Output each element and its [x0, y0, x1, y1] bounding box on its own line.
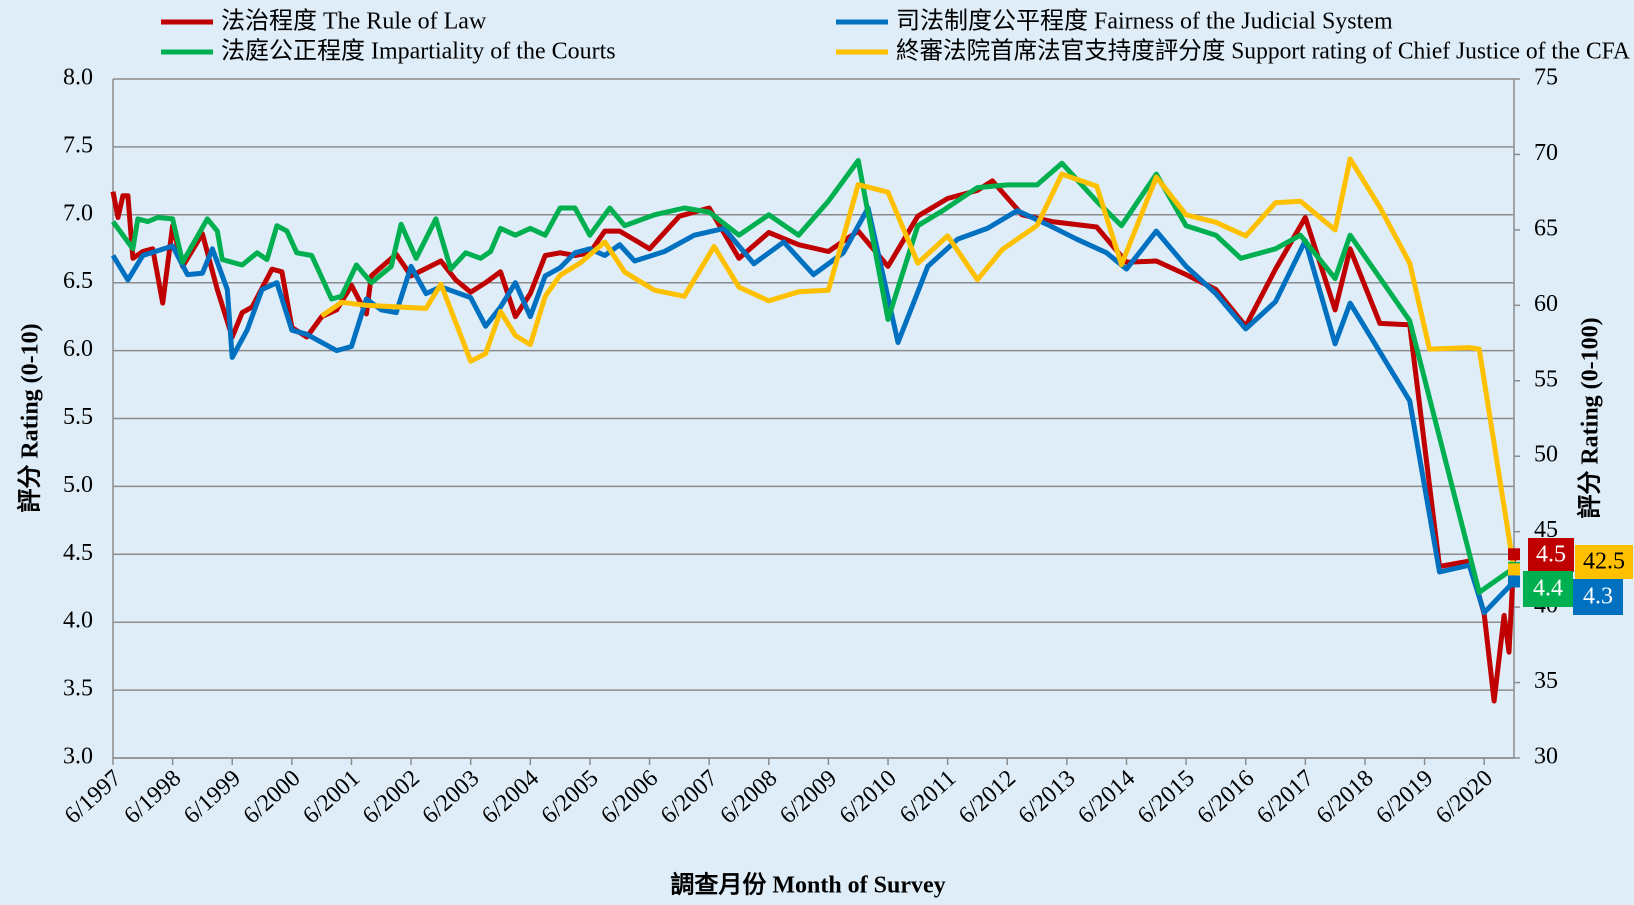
- x-tick-label: 6/2015: [1133, 765, 1200, 829]
- y2-tick-label: 50: [1534, 442, 1558, 468]
- x-tick-label: 6/2014: [1073, 765, 1140, 829]
- x-tick-label: 6/2017: [1252, 765, 1319, 829]
- y-tick-label: 3.0: [63, 744, 93, 770]
- x-tick-label: 6/1998: [119, 765, 186, 829]
- y-tick-label: 7.5: [63, 132, 93, 158]
- end-marker: [1508, 548, 1520, 561]
- x-tick-label: 6/2013: [1014, 765, 1081, 829]
- x-tick-label: 6/2012: [954, 765, 1021, 829]
- y2-axis-title: 評分 Rating (0-100): [1576, 317, 1604, 518]
- y-tick-label: 4.5: [63, 540, 93, 566]
- x-tick-label: 6/2009: [775, 765, 842, 829]
- y2-tick-label: 60: [1534, 291, 1558, 317]
- y2-tick-label: 30: [1534, 744, 1558, 770]
- x-tick-label: 6/2007: [656, 765, 723, 829]
- y2-tick-label: 75: [1534, 65, 1558, 91]
- y-axis-title: 評分 Rating (0-10): [16, 323, 44, 512]
- end-label: 4.5: [1536, 542, 1566, 568]
- x-tick-label: 6/2016: [1192, 765, 1259, 829]
- end-label-box: [1528, 538, 1574, 572]
- x-tick-label: 6/2020: [1431, 765, 1498, 829]
- y2-tick-label: 35: [1534, 668, 1558, 694]
- x-axis-title: 調查月份 Month of Survey: [670, 871, 945, 899]
- end-label-box: [1573, 579, 1623, 615]
- legend-label: 司法制度公平程度 Fairness of the Judicial System: [896, 8, 1393, 35]
- legend-label: 法治程度 The Rule of Law: [221, 8, 487, 35]
- x-tick-label: 6/2004: [477, 765, 544, 829]
- end-label-box: [1523, 571, 1573, 607]
- series-line: [110, 158, 1516, 595]
- end-label: 4.4: [1533, 576, 1563, 602]
- y-tick-label: 6.5: [63, 268, 93, 294]
- x-tick-label: 6/2000: [239, 765, 306, 829]
- y-tick-label: 7.0: [63, 200, 93, 226]
- end-label: 42.5: [1583, 549, 1625, 575]
- x-tick-label: 6/2011: [895, 765, 961, 828]
- series-line: [110, 178, 1517, 704]
- x-tick-label: 6/2005: [537, 765, 604, 829]
- legend-label: 法庭公正程度 Impartiality of the Courts: [221, 38, 616, 65]
- x-tick-label: 6/2001: [298, 765, 365, 829]
- end-label: 4.3: [1583, 584, 1613, 610]
- y2-tick-label: 65: [1534, 215, 1558, 241]
- series-line: [110, 205, 1516, 616]
- y-tick-label: 5.0: [63, 472, 93, 498]
- series-line: [320, 156, 1517, 570]
- y-tick-label: 5.5: [63, 404, 93, 430]
- x-tick-label: 6/2018: [1312, 765, 1379, 829]
- x-tick-label: 6/2002: [358, 765, 425, 829]
- y-tick-label: 3.5: [63, 676, 93, 702]
- y-tick-label: 6.0: [63, 336, 93, 362]
- x-tick-label: 6/2006: [596, 765, 663, 829]
- x-tick-label: 6/1997: [60, 765, 127, 829]
- legend-label: 終審法院首席法官支持度評分度 Support rating of Chief J…: [896, 38, 1631, 65]
- y2-tick-label: 55: [1534, 366, 1558, 392]
- x-tick-label: 6/1999: [179, 765, 246, 829]
- end-marker: [1508, 575, 1520, 588]
- end-label-box: [1575, 545, 1633, 579]
- y-tick-label: 4.0: [63, 608, 93, 634]
- x-tick-label: 6/2019: [1371, 765, 1438, 829]
- x-tick-label: 6/2010: [835, 765, 902, 829]
- x-tick-label: 6/2008: [716, 765, 783, 829]
- x-tick-label: 6/2003: [417, 765, 484, 829]
- y2-tick-label: 70: [1534, 140, 1558, 166]
- end-marker: [1508, 563, 1520, 576]
- y-tick-label: 8.0: [63, 65, 93, 91]
